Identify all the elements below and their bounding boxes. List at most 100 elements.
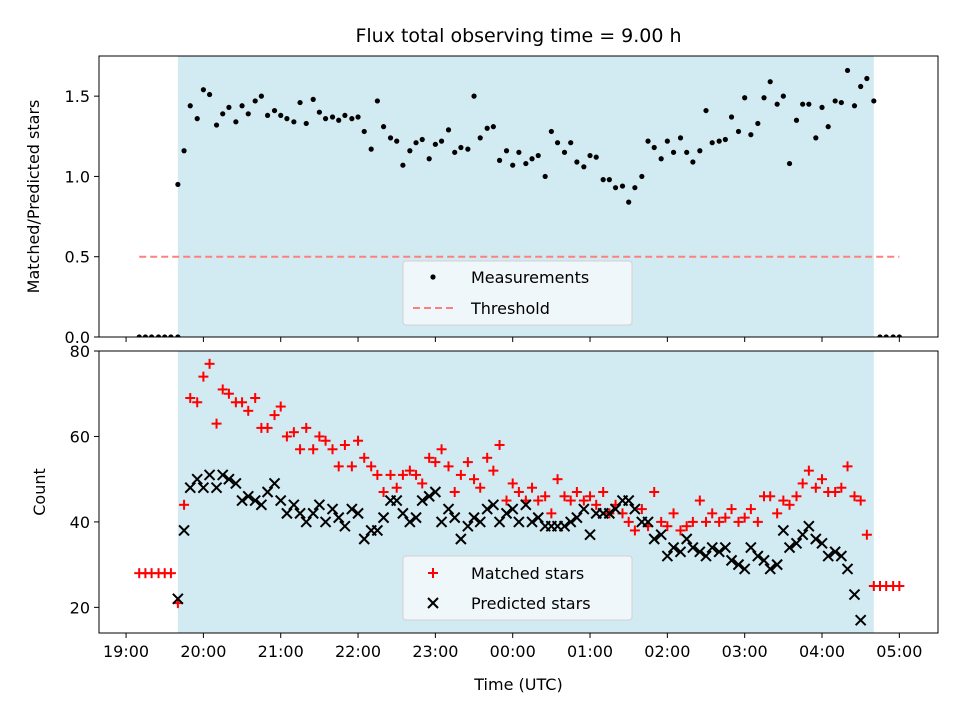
- y-tick-label: 40: [70, 513, 90, 532]
- data-point: [223, 473, 235, 485]
- data-point: [836, 482, 847, 493]
- data-point: [243, 405, 254, 416]
- y-tick-label: 20: [70, 598, 90, 617]
- data-point: [574, 159, 580, 165]
- data-point: [333, 511, 345, 524]
- data-point: [493, 516, 506, 528]
- data-point: [400, 162, 406, 168]
- top-legend-box: [402, 260, 633, 326]
- data-point: [368, 146, 374, 152]
- data-point: [609, 503, 622, 515]
- data-point: [487, 499, 500, 511]
- data-point: [752, 516, 763, 527]
- data-point: [816, 537, 828, 549]
- data-point: [841, 563, 854, 575]
- data-point: [561, 149, 568, 155]
- data-point: [310, 96, 316, 102]
- data-point: [410, 511, 422, 524]
- data-point: [226, 104, 232, 110]
- data-point: [800, 101, 806, 107]
- data-point: [622, 494, 635, 507]
- data-point: [883, 334, 889, 337]
- data-point: [745, 541, 757, 554]
- data-point: [452, 149, 458, 155]
- data-point: [571, 511, 583, 524]
- data-point: [709, 140, 715, 146]
- data-point: [300, 516, 312, 528]
- legend-matched-label: Matched stars: [471, 564, 584, 583]
- data-point: [175, 334, 181, 337]
- data-point: [681, 521, 692, 532]
- data-point: [523, 160, 529, 167]
- data-point: [626, 199, 632, 205]
- top-y-axis-label: Matched/Predicted stars: [24, 100, 43, 294]
- data-point: [346, 503, 358, 515]
- data-point: [822, 550, 834, 562]
- data-point: [268, 477, 281, 490]
- data-point: [206, 91, 213, 98]
- data-point: [722, 136, 728, 143]
- data-point: [680, 533, 693, 545]
- data-point: [598, 487, 609, 497]
- data-point: [716, 138, 722, 144]
- data-point: [432, 141, 438, 147]
- data-point: [668, 508, 679, 519]
- bottom-x-ticks: 19:00 20:00 21:00 22:00 23:00 00:00 01:00 02:00…: [103, 633, 922, 661]
- data-point: [313, 499, 326, 511]
- data-point: [554, 140, 561, 146]
- data-point: [458, 144, 464, 151]
- data-point: [314, 431, 325, 442]
- legend-measurements-marker: [430, 274, 436, 280]
- data-point: [871, 98, 877, 104]
- data-point: [185, 393, 196, 403]
- data-point: [664, 138, 670, 144]
- data-point: [278, 112, 284, 119]
- data-point: [275, 494, 287, 507]
- data-point: [297, 99, 303, 106]
- data-point: [838, 99, 844, 106]
- data-point: [854, 614, 867, 626]
- data-point: [242, 490, 254, 502]
- data-point: [571, 487, 582, 497]
- data-point: [684, 149, 690, 155]
- data-point: [336, 117, 342, 123]
- data-point: [593, 154, 599, 160]
- top-axes-frame: [98, 55, 939, 338]
- data-point: [752, 550, 764, 562]
- data-point: [501, 495, 512, 506]
- data-point: [581, 164, 587, 170]
- data-point: [675, 525, 686, 536]
- bottom-plot-marks: [134, 358, 905, 626]
- x-tick-label: 20:00: [180, 642, 226, 661]
- data-point: [322, 116, 329, 122]
- data-point: [281, 431, 292, 442]
- data-point: [755, 120, 761, 127]
- data-point: [252, 98, 258, 104]
- data-point: [701, 516, 712, 527]
- data-point: [842, 461, 853, 472]
- y-tick-label: 80: [70, 342, 90, 361]
- data-point: [194, 116, 200, 122]
- data-point: [552, 474, 563, 485]
- data-point: [474, 516, 486, 528]
- data-point: [307, 507, 319, 520]
- data-point: [651, 144, 657, 151]
- data-point: [435, 516, 448, 528]
- data-point: [564, 516, 577, 528]
- data-point: [810, 482, 821, 493]
- data-point: [465, 146, 471, 152]
- data-point: [848, 588, 861, 601]
- data-point: [249, 494, 261, 507]
- y-tick-label: 1.0: [65, 167, 90, 186]
- data-point: [411, 469, 422, 480]
- data-point: [568, 140, 574, 146]
- data-point: [540, 491, 551, 502]
- data-point: [896, 334, 902, 337]
- data-point: [329, 114, 336, 120]
- data-point: [803, 465, 814, 476]
- data-point: [233, 119, 239, 125]
- data-point: [506, 503, 519, 515]
- data-point: [748, 132, 754, 138]
- data-point: [774, 101, 780, 107]
- data-point: [606, 177, 612, 183]
